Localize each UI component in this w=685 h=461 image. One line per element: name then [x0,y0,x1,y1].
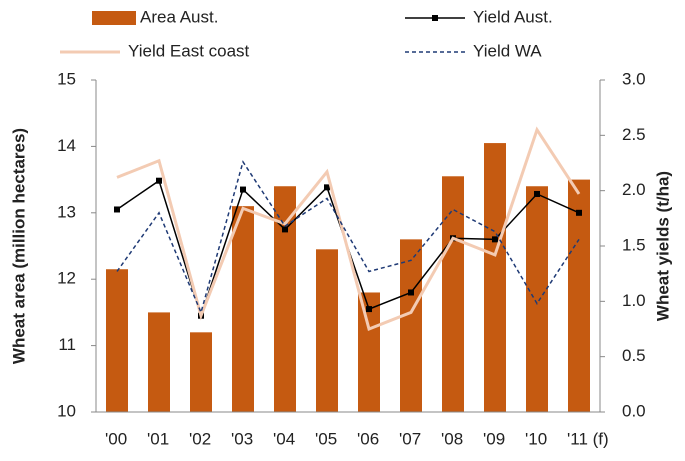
marker [282,226,288,233]
y2-tick-label: 2.5 [622,125,646,144]
legend-label: Yield Aust. [473,7,553,26]
marker [324,184,330,191]
bar [484,143,506,412]
y-axis-title: Wheat area (million hectares) [9,128,28,364]
legend-swatch [92,11,136,25]
marker [576,209,582,216]
bar [526,186,548,412]
bar [274,186,296,412]
marker [114,206,120,213]
marker [156,177,162,184]
y-tick-label: 12 [57,269,76,288]
legend-label: Yield WA [473,41,542,60]
marker [492,236,498,243]
y2-tick-label: 1.0 [622,291,646,310]
y2-axis-title: Wheat yields (t/ha) [653,171,672,321]
x-tick-label: '01 [147,429,169,448]
x-tick-label: '00 [105,429,127,448]
marker [366,306,372,313]
y2-tick-label: 2.0 [622,180,646,199]
y-tick-label: 10 [57,401,76,420]
x-tick-label: '03 [231,429,253,448]
marker [534,190,540,197]
x-tick-label: '02 [189,429,211,448]
x-tick-label: '09 [483,429,505,448]
x-tick-label: '06 [357,429,379,448]
bar [148,312,170,412]
bar [106,269,128,412]
x-tick-label: '05 [315,429,337,448]
marker [240,186,246,193]
line [116,160,580,315]
x-tick-label: '04 [273,429,295,448]
y2-tick-label: 0.5 [622,346,646,365]
x-tick-label: '11 (f) [567,429,609,448]
y2-tick-label: 0.0 [622,401,646,420]
marker [408,289,414,296]
bar [316,249,338,412]
x-tick-label: '07 [399,429,421,448]
bar [400,239,422,412]
bar [358,292,380,412]
bar [442,176,464,412]
x-tick-label: '10 [525,429,547,448]
y-tick-label: 15 [57,69,76,88]
legend-marker [432,15,438,21]
line [116,126,581,332]
y-tick-label: 11 [58,335,76,354]
y2-tick-label: 3.0 [622,69,646,88]
bar [568,179,590,412]
bar [232,206,254,412]
y-tick-label: 14 [57,136,76,155]
legend-label: Area Aust. [140,7,218,26]
y2-tick-label: 1.5 [622,235,646,254]
legend-label: Yield East coast [128,41,250,60]
x-tick-label: '08 [441,429,463,448]
y-tick-label: 13 [57,202,76,221]
bar [190,332,212,412]
